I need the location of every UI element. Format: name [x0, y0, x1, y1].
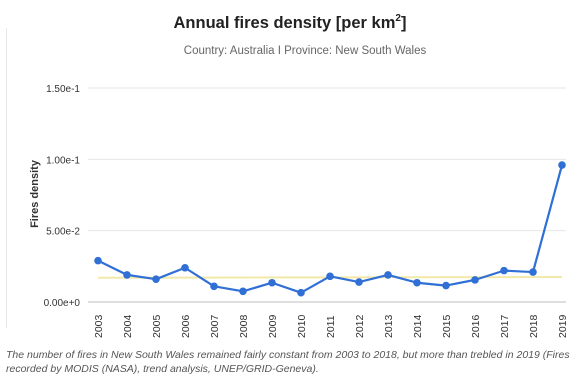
data-point — [268, 278, 276, 287]
y-tick-label: 1.00e-1 — [46, 155, 80, 166]
chart-caption: The number of fires in New South Wales r… — [6, 349, 570, 375]
x-tick-label: 2003 — [93, 314, 105, 338]
fires-density-line-chart: Annual fires density [per km2] Country: … — [29, 13, 569, 338]
data-point — [413, 278, 421, 287]
data-point — [326, 272, 334, 281]
x-tick-label: 2005 — [151, 314, 163, 338]
y-tick-label: 5.00e-2 — [46, 227, 80, 238]
x-tick-label: 2018 — [528, 314, 540, 338]
data-point — [297, 288, 305, 297]
x-tick-label: 2010 — [296, 314, 308, 338]
chart-title-superscript: 2 — [395, 13, 401, 24]
x-tick-label: 2009 — [267, 314, 279, 338]
x-tick-label: 2019 — [557, 314, 569, 338]
data-point — [152, 275, 160, 283]
data-point — [355, 278, 363, 286]
data-point — [210, 282, 218, 291]
data-point — [529, 268, 537, 276]
x-tick-label: 2016 — [470, 314, 482, 338]
data-point — [123, 271, 131, 279]
data-point — [384, 271, 392, 279]
chart-title: Annual fires density [per km2] — [174, 13, 407, 32]
x-tick-label: 2006 — [180, 314, 192, 338]
x-tick-label: 2011 — [325, 315, 337, 338]
left-border-line — [6, 28, 7, 328]
data-point — [239, 287, 247, 296]
y-tick-label: 1.50e-1 — [46, 84, 80, 95]
data-series — [94, 161, 566, 297]
data-point — [442, 281, 450, 290]
x-tick-label: 2017 — [499, 314, 511, 338]
chart-subtitle: Country: Australia I Province: New South… — [184, 45, 427, 57]
data-point — [181, 263, 189, 272]
grid-lines — [88, 87, 566, 303]
x-tick-label: 2014 — [412, 314, 424, 338]
x-tick-label: 2007 — [209, 314, 221, 338]
x-axis-ticks: 2003 2004 2005 2006 2007 2008 2009 2010 2011 2012… — [93, 314, 569, 338]
x-tick-label: 2008 — [238, 314, 250, 338]
data-point — [94, 256, 102, 265]
chart-title-close: ] — [401, 14, 407, 32]
data-point — [471, 276, 479, 284]
y-axis-ticks: 0.00e+0 5.00e-2 1.00e-1 1.50e-1 — [44, 84, 81, 309]
x-tick-label: 2015 — [441, 314, 453, 338]
x-tick-label: 2012 — [354, 314, 366, 338]
x-tick-label: 2004 — [122, 314, 134, 338]
x-tick-label: 2013 — [383, 314, 395, 338]
data-point — [558, 161, 566, 169]
y-axis-label: Fires density — [29, 159, 41, 228]
y-tick-label: 0.00e+0 — [44, 298, 81, 309]
data-point — [500, 266, 508, 275]
